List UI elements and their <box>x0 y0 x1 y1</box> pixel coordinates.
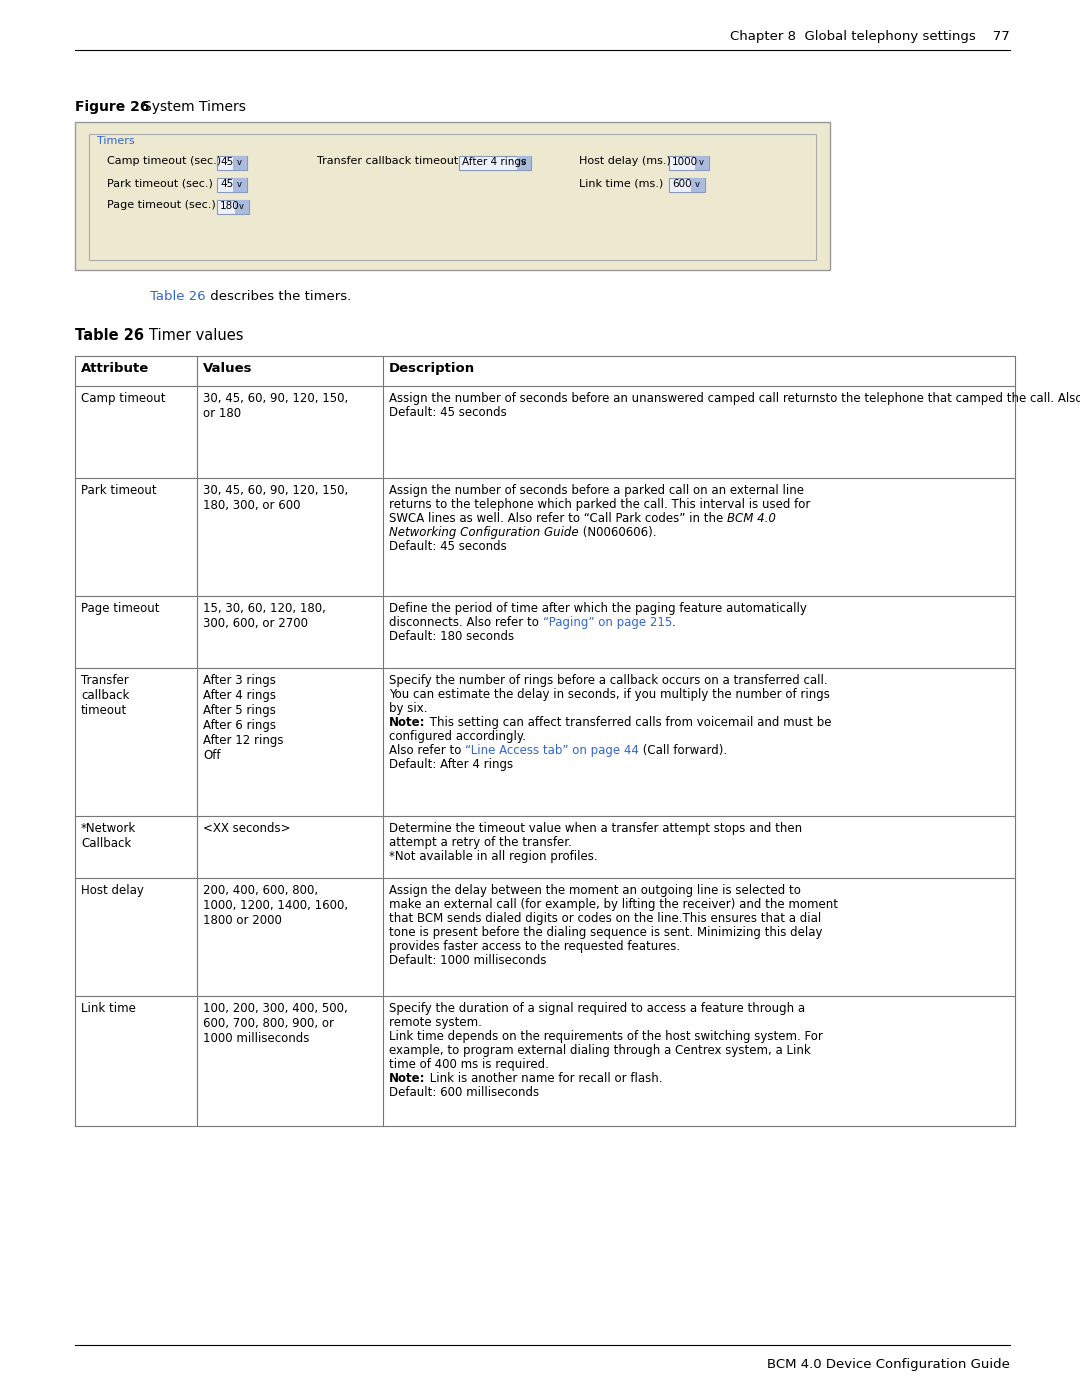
Text: Assign the delay between the moment an outgoing line is selected to: Assign the delay between the moment an o… <box>389 884 801 897</box>
Text: <XX seconds>: <XX seconds> <box>203 821 291 835</box>
Text: time of 400 ms is required.: time of 400 ms is required. <box>389 1058 549 1071</box>
Text: Assign the number of seconds before a parked call on an external line: Assign the number of seconds before a pa… <box>389 483 804 497</box>
Text: 180: 180 <box>220 201 240 211</box>
Text: Host delay (ms.): Host delay (ms.) <box>579 156 671 166</box>
Text: *Network
Callback: *Network Callback <box>81 821 136 849</box>
Bar <box>691 177 705 191</box>
Text: describes the timers.: describes the timers. <box>205 291 351 303</box>
Bar <box>233 156 247 170</box>
Bar <box>235 200 249 214</box>
Text: Determine the timeout value when a transfer attempt stops and then: Determine the timeout value when a trans… <box>389 821 802 835</box>
Text: Note:: Note: <box>389 1071 426 1085</box>
Text: attempt a retry of the transfer.: attempt a retry of the transfer. <box>389 835 572 849</box>
Text: v: v <box>237 180 242 189</box>
Text: Camp timeout: Camp timeout <box>81 393 165 405</box>
Text: v: v <box>521 158 526 168</box>
Text: Link time depends on the requirements of the host switching system. For: Link time depends on the requirements of… <box>389 1030 823 1044</box>
Text: SWCA lines as well. Also refer to “Call Park codes” in the: SWCA lines as well. Also refer to “Call … <box>389 511 727 525</box>
Text: System Timers: System Timers <box>143 101 246 115</box>
Text: 30, 45, 60, 90, 120, 150,
or 180: 30, 45, 60, 90, 120, 150, or 180 <box>203 393 348 420</box>
Text: 100, 200, 300, 400, 500,
600, 700, 800, 900, or
1000 milliseconds: 100, 200, 300, 400, 500, 600, 700, 800, … <box>203 1002 348 1045</box>
Bar <box>669 156 708 170</box>
Text: After 3 rings
After 4 rings
After 5 rings
After 6 rings
After 12 rings
Off: After 3 rings After 4 rings After 5 ring… <box>203 673 283 761</box>
Text: (Call forward).: (Call forward). <box>639 745 727 757</box>
Text: 30, 45, 60, 90, 120, 150,
180, 300, or 600: 30, 45, 60, 90, 120, 150, 180, 300, or 6… <box>203 483 348 511</box>
Text: by six.: by six. <box>389 703 428 715</box>
Text: Transfer
callback
timeout: Transfer callback timeout <box>81 673 130 717</box>
Text: that BCM sends dialed digits or codes on the line.This ensures that a dial: that BCM sends dialed digits or codes on… <box>389 912 821 925</box>
Text: Link time: Link time <box>81 1002 136 1016</box>
Text: v: v <box>239 203 244 211</box>
Text: example, to program external dialing through a Centrex system, a Link: example, to program external dialing thr… <box>389 1044 811 1058</box>
Text: Default: 45 seconds: Default: 45 seconds <box>389 407 507 419</box>
Text: “Line Access tab” on page 44: “Line Access tab” on page 44 <box>465 745 639 757</box>
Text: Attribute: Attribute <box>81 362 149 374</box>
Text: make an external call (for example, by lifting the receiver) and the moment: make an external call (for example, by l… <box>389 898 838 911</box>
Text: 45: 45 <box>220 179 233 189</box>
Text: Define the period of time after which the paging feature automatically: Define the period of time after which th… <box>389 602 807 615</box>
Text: Host delay: Host delay <box>81 884 144 897</box>
Text: tone is present before the dialing sequence is sent. Minimizing this delay: tone is present before the dialing seque… <box>389 926 823 939</box>
Bar <box>517 156 531 170</box>
Text: Camp timeout (sec.): Camp timeout (sec.) <box>107 156 221 166</box>
Bar <box>459 156 531 170</box>
Text: After 4 rings: After 4 rings <box>462 156 527 168</box>
Text: Chapter 8  Global telephony settings    77: Chapter 8 Global telephony settings 77 <box>730 29 1010 43</box>
Text: Default: After 4 rings: Default: After 4 rings <box>389 759 513 771</box>
Text: Default: 45 seconds: Default: 45 seconds <box>389 541 507 553</box>
Text: Park timeout: Park timeout <box>81 483 157 497</box>
Text: 200, 400, 600, 800,
1000, 1200, 1400, 1600,
1800 or 2000: 200, 400, 600, 800, 1000, 1200, 1400, 16… <box>203 884 348 928</box>
Text: Table 26: Table 26 <box>75 328 144 344</box>
Text: Assign the number of seconds before an unanswered camped call returnsto the tele: Assign the number of seconds before an u… <box>389 393 1080 405</box>
Text: This setting can affect transferred calls from voicemail and must be: This setting can affect transferred call… <box>426 717 831 729</box>
Text: 15, 30, 60, 120, 180,
300, 600, or 2700: 15, 30, 60, 120, 180, 300, 600, or 2700 <box>203 602 326 630</box>
Text: Link is another name for recall or flash.: Link is another name for recall or flash… <box>426 1071 662 1085</box>
Text: remote system.: remote system. <box>389 1016 482 1030</box>
Text: 45: 45 <box>220 156 233 168</box>
Text: Page timeout: Page timeout <box>81 602 160 615</box>
Text: 1000: 1000 <box>672 156 698 168</box>
Text: You can estimate the delay in seconds, if you multiply the number of rings: You can estimate the delay in seconds, i… <box>389 687 829 701</box>
Text: Specify the duration of a signal required to access a feature through a: Specify the duration of a signal require… <box>389 1002 805 1016</box>
Text: configured accordingly.: configured accordingly. <box>389 731 526 743</box>
Text: Page timeout (sec.): Page timeout (sec.) <box>107 200 216 210</box>
Text: v: v <box>237 158 242 168</box>
Text: v: v <box>699 158 704 168</box>
Text: Figure 26: Figure 26 <box>75 101 149 115</box>
Text: provides faster access to the requested features.: provides faster access to the requested … <box>389 940 680 953</box>
Text: Values: Values <box>203 362 253 374</box>
Bar <box>217 177 247 191</box>
Text: (N0060606).: (N0060606). <box>579 527 657 539</box>
Text: Specify the number of rings before a callback occurs on a transferred call.: Specify the number of rings before a cal… <box>389 673 827 687</box>
Text: Networking Configuration Guide: Networking Configuration Guide <box>389 527 579 539</box>
Text: Transfer callback timeout: Transfer callback timeout <box>318 156 458 166</box>
Text: Default: 180 seconds: Default: 180 seconds <box>389 630 514 643</box>
Text: BCM 4.0 Device Configuration Guide: BCM 4.0 Device Configuration Guide <box>767 1358 1010 1370</box>
Bar <box>217 200 249 214</box>
Text: returns to the telephone which parked the call. This interval is used for: returns to the telephone which parked th… <box>389 497 810 511</box>
Bar <box>217 156 247 170</box>
Text: 600: 600 <box>672 179 691 189</box>
Text: v: v <box>696 180 700 189</box>
Bar <box>669 177 705 191</box>
Text: Timer values: Timer values <box>149 328 243 344</box>
Text: .: . <box>672 616 676 629</box>
Text: Park timeout (sec.): Park timeout (sec.) <box>107 177 213 189</box>
Text: Default: 600 milliseconds: Default: 600 milliseconds <box>389 1085 539 1099</box>
Bar <box>233 177 247 191</box>
Text: Default: 1000 milliseconds: Default: 1000 milliseconds <box>389 954 546 967</box>
Text: Description: Description <box>389 362 475 374</box>
Bar <box>75 122 831 270</box>
Text: *Not available in all region profiles.: *Not available in all region profiles. <box>389 849 597 863</box>
Text: disconnects. Also refer to: disconnects. Also refer to <box>389 616 542 629</box>
Bar <box>89 134 816 260</box>
Bar <box>696 156 708 170</box>
Text: Table 26: Table 26 <box>150 291 205 303</box>
Text: Also refer to: Also refer to <box>389 745 465 757</box>
Text: Timers: Timers <box>97 136 135 147</box>
Text: “Paging” on page 215: “Paging” on page 215 <box>542 616 672 629</box>
Text: BCM 4.0: BCM 4.0 <box>727 511 775 525</box>
Text: Note:: Note: <box>389 717 426 729</box>
Text: Link time (ms.): Link time (ms.) <box>579 177 663 189</box>
